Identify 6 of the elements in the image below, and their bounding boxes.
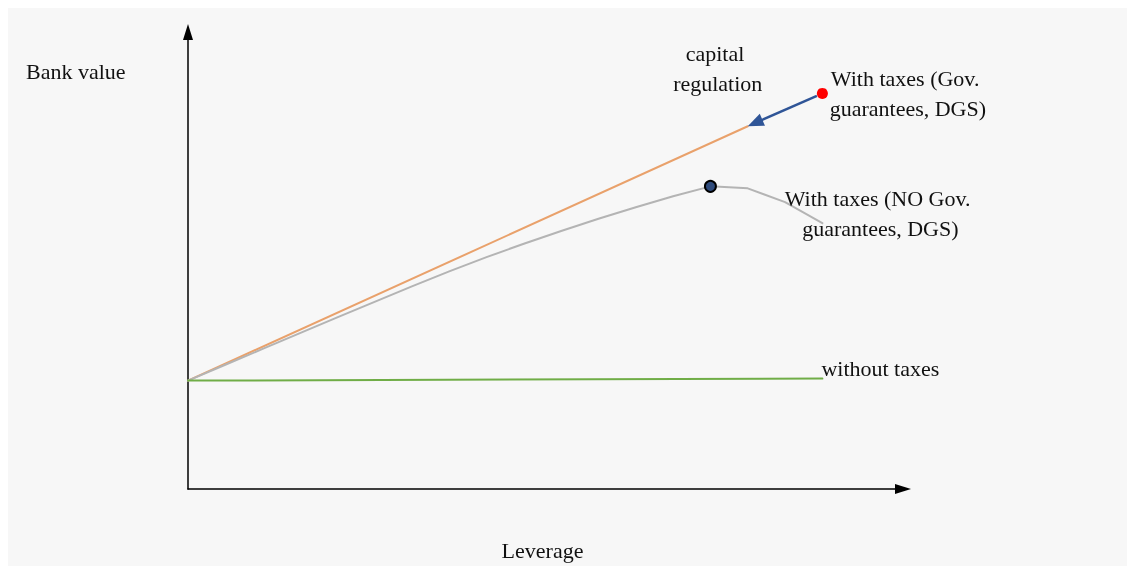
x-axis-title: Leverage — [501, 537, 584, 563]
series-label: With taxes (Gov. guarantees, DGS) — [829, 65, 987, 121]
series-label: With taxes (NO Gov. guarantees, DGS) — [784, 185, 977, 241]
annotation: capital regulation — [673, 40, 763, 96]
y-axis-title: Bank value — [26, 58, 126, 84]
series-label: without taxes — [821, 356, 940, 382]
